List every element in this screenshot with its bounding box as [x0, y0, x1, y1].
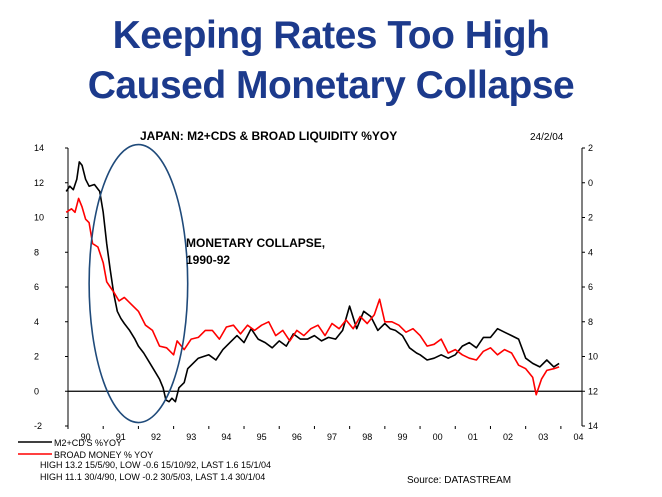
- series-line-broad-money: [65, 197, 560, 396]
- annotation-line-2: 1990-92: [186, 253, 230, 267]
- legend-label-m2: M2+CD'S %YOY: [54, 438, 122, 448]
- y-tick-label: 12: [34, 178, 44, 188]
- y-tick-label: 14: [34, 143, 44, 153]
- x-tick-label: 91: [116, 432, 126, 442]
- y-tick-label: 0: [34, 386, 39, 396]
- legend-label-broad: BROAD MONEY % YOY: [54, 450, 153, 460]
- source-label: Source: DATASTREAM: [407, 475, 511, 486]
- slide-title-line-1: Keeping Rates Too High: [112, 14, 550, 57]
- chart-title: JAPAN: M2+CDS & BROAD LIQUIDITY %YOY: [140, 129, 397, 143]
- x-tick-label: 96: [292, 432, 302, 442]
- x-tick-label: 95: [257, 432, 267, 442]
- y-tick-label-right: 8: [588, 317, 593, 327]
- x-tick-label: 02: [503, 432, 513, 442]
- x-tick-label: 99: [397, 432, 407, 442]
- annotation-line-1: MONETARY COLLAPSE,: [186, 236, 325, 250]
- stats-line-1: HIGH 13.2 15/5/90, LOW -0.6 15/10/92, LA…: [40, 460, 271, 470]
- x-tick-label: 92: [151, 432, 161, 442]
- x-tick-label: 98: [362, 432, 372, 442]
- y-tick-label: 10: [34, 213, 44, 223]
- legend: M2+CD'S %YOY BROAD MONEY % YOY: [18, 438, 153, 460]
- y-tick-label: 6: [34, 282, 39, 292]
- y-tick-label-right: 2: [588, 143, 593, 153]
- y-tick-label-right: 6: [588, 282, 593, 292]
- x-tick-label: 01: [468, 432, 478, 442]
- x-tick-label: 04: [573, 432, 583, 442]
- y-tick-label-right: 0: [588, 178, 593, 188]
- chart-date: 24/2/04: [530, 132, 564, 143]
- y-tick-label: 8: [34, 247, 39, 257]
- x-tick-label: 93: [186, 432, 196, 442]
- y-tick-label-right: 2: [588, 213, 593, 223]
- x-tick-label: 03: [538, 432, 548, 442]
- stats-line-2: HIGH 11.1 30/4/90, LOW -0.2 30/5/03, LAS…: [40, 472, 265, 482]
- y-tick-label-right: 14: [588, 421, 598, 431]
- x-tick-label: 94: [221, 432, 231, 442]
- y-tick-label: 4: [34, 317, 39, 327]
- x-tick-label: 97: [327, 432, 337, 442]
- slide-title-line-2: Caused Monetary Collapse: [87, 64, 575, 107]
- y-tick-label-right: 10: [588, 352, 598, 362]
- x-tick-label: 90: [81, 432, 91, 442]
- series-line-m2-cds: [65, 161, 560, 403]
- y-tick-label-right: 12: [588, 386, 598, 396]
- x-tick-label: 00: [433, 432, 443, 442]
- y-tick-label: 2: [34, 352, 39, 362]
- y-tick-label: -2: [34, 421, 42, 431]
- monetary-collapse-ellipse: [88, 143, 189, 424]
- y-tick-label-right: 4: [588, 247, 593, 257]
